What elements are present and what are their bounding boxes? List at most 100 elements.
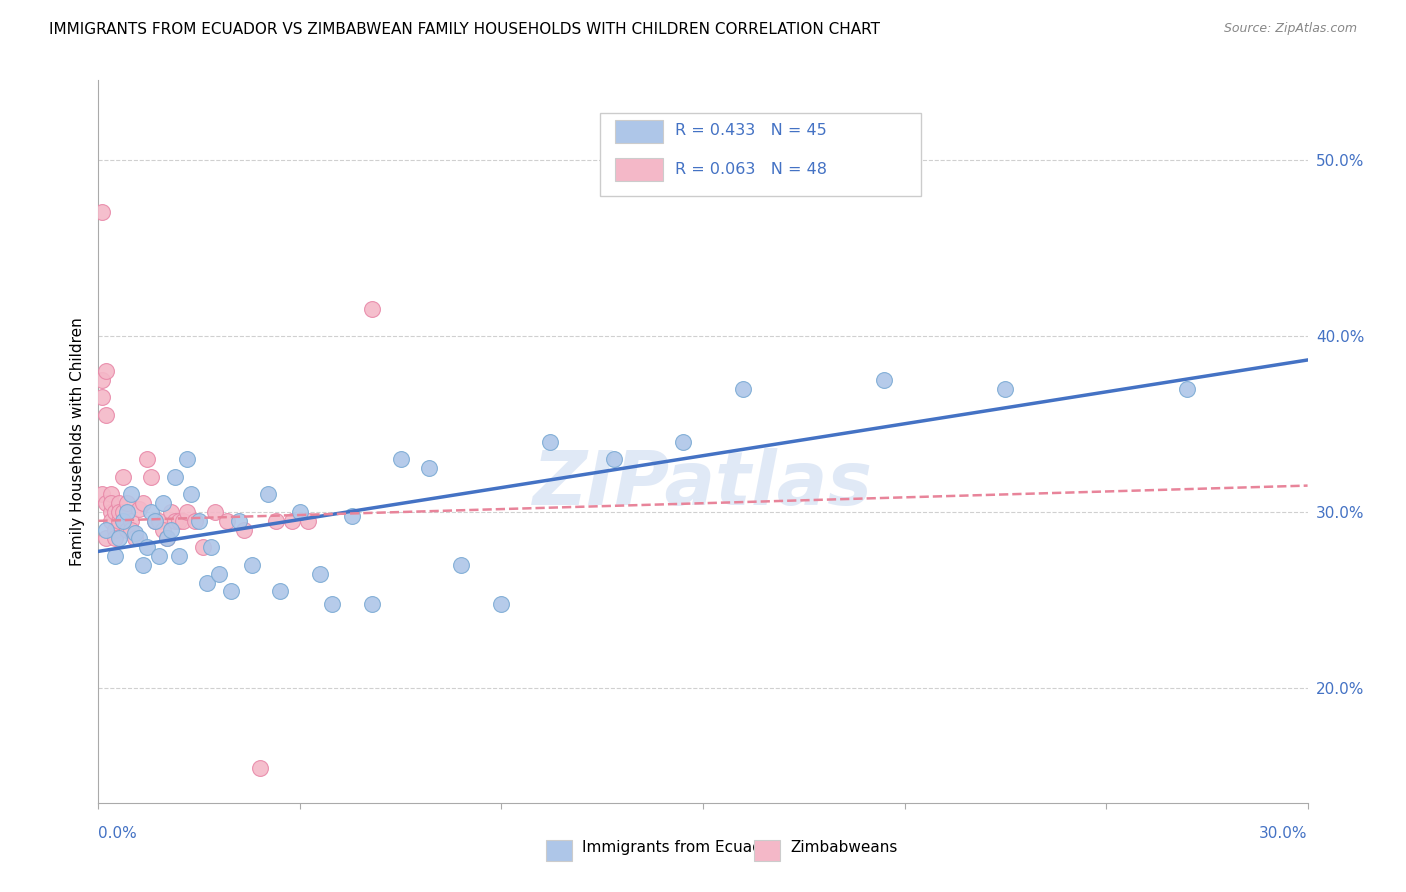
Point	[208, 566, 231, 581]
Point	[297, 514, 319, 528]
Point	[100, 496, 122, 510]
Point	[193, 541, 215, 555]
Point	[264, 514, 287, 528]
Text: Zimbabweans: Zimbabweans	[790, 840, 897, 855]
Point	[132, 558, 155, 572]
Point	[107, 505, 129, 519]
Point	[111, 505, 134, 519]
Point	[96, 364, 118, 378]
Point	[450, 558, 472, 572]
Point	[418, 461, 440, 475]
Point	[288, 505, 311, 519]
Point	[96, 523, 118, 537]
Point	[200, 541, 222, 555]
Point	[256, 487, 278, 501]
Point	[91, 487, 114, 501]
Text: Source: ZipAtlas.com: Source: ZipAtlas.com	[1223, 22, 1357, 36]
Point	[188, 514, 211, 528]
Point	[100, 487, 122, 501]
Point	[217, 514, 239, 528]
Point	[96, 408, 118, 422]
Point	[132, 496, 155, 510]
Point	[156, 532, 179, 546]
Text: ZIPatlas: ZIPatlas	[533, 449, 873, 522]
Point	[184, 514, 207, 528]
FancyBboxPatch shape	[614, 158, 664, 181]
Point	[148, 514, 170, 528]
Point	[91, 373, 114, 387]
Point	[873, 373, 896, 387]
Point	[672, 434, 695, 449]
Point	[103, 523, 125, 537]
Point	[143, 514, 166, 528]
Text: IMMIGRANTS FROM ECUADOR VS ZIMBABWEAN FAMILY HOUSEHOLDS WITH CHILDREN CORRELATIO: IMMIGRANTS FROM ECUADOR VS ZIMBABWEAN FA…	[49, 22, 880, 37]
FancyBboxPatch shape	[614, 120, 664, 143]
Point	[309, 566, 332, 581]
Point	[491, 597, 513, 611]
Point	[115, 505, 138, 519]
Point	[167, 549, 190, 563]
Point	[120, 523, 142, 537]
Point	[1175, 382, 1198, 396]
Point	[139, 505, 162, 519]
Point	[96, 532, 118, 546]
Point	[163, 470, 186, 484]
Text: 0.0%: 0.0%	[98, 826, 138, 840]
Point	[100, 514, 122, 528]
Point	[128, 532, 150, 546]
Point	[342, 508, 364, 523]
Point	[538, 434, 561, 449]
Point	[232, 523, 254, 537]
Point	[361, 302, 384, 317]
Point	[156, 532, 179, 546]
Point	[361, 597, 384, 611]
Point	[733, 382, 755, 396]
Text: R = 0.433   N = 45: R = 0.433 N = 45	[675, 123, 827, 138]
Point	[269, 584, 291, 599]
Point	[103, 549, 125, 563]
Point	[160, 523, 183, 537]
Point	[107, 496, 129, 510]
Point	[96, 496, 118, 510]
Point	[167, 514, 190, 528]
Point	[120, 514, 142, 528]
Point	[115, 496, 138, 510]
Point	[107, 532, 129, 546]
Point	[204, 505, 226, 519]
Point	[152, 496, 174, 510]
Point	[103, 505, 125, 519]
Point	[103, 532, 125, 546]
Point	[111, 470, 134, 484]
FancyBboxPatch shape	[546, 840, 572, 861]
Point	[124, 532, 146, 546]
Point	[91, 391, 114, 405]
Point	[389, 452, 412, 467]
Point	[135, 452, 157, 467]
Text: 30.0%: 30.0%	[1260, 826, 1308, 840]
Point	[180, 487, 202, 501]
Point	[249, 760, 271, 774]
Point	[603, 452, 626, 467]
Point	[143, 514, 166, 528]
Point	[172, 514, 194, 528]
Point	[163, 514, 186, 528]
Point	[120, 487, 142, 501]
Point	[91, 205, 114, 219]
Point	[139, 470, 162, 484]
Point	[221, 584, 243, 599]
Point	[228, 514, 250, 528]
Point	[176, 452, 198, 467]
Text: Immigrants from Ecuador: Immigrants from Ecuador	[582, 840, 778, 855]
Point	[321, 597, 343, 611]
Point	[994, 382, 1017, 396]
FancyBboxPatch shape	[754, 840, 780, 861]
Text: R = 0.063   N = 48: R = 0.063 N = 48	[675, 161, 827, 177]
Point	[195, 575, 218, 590]
Point	[176, 505, 198, 519]
Point	[128, 501, 150, 516]
Point	[124, 526, 146, 541]
Point	[240, 558, 263, 572]
Point	[135, 541, 157, 555]
Point	[281, 514, 304, 528]
Point	[111, 514, 134, 528]
